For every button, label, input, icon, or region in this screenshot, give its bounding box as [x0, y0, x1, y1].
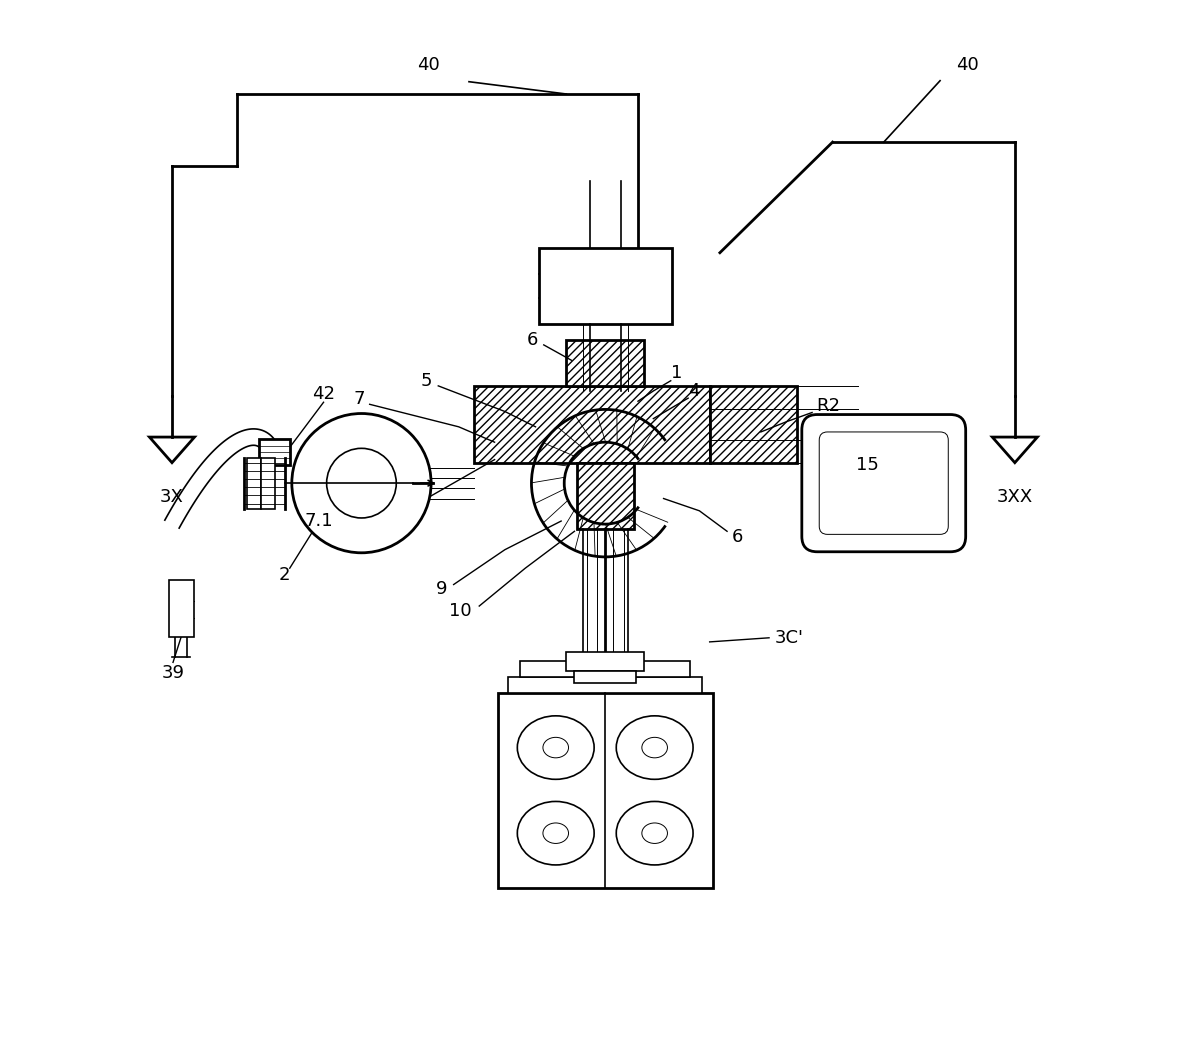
- Text: 40: 40: [417, 55, 439, 74]
- Text: 15: 15: [856, 456, 879, 473]
- Text: 2: 2: [279, 567, 290, 584]
- Bar: [521, 661, 690, 677]
- Bar: [566, 339, 644, 386]
- Bar: [577, 463, 634, 529]
- Ellipse shape: [517, 716, 595, 780]
- Bar: [247, 458, 261, 509]
- Text: 1: 1: [671, 363, 683, 382]
- Text: 3C': 3C': [775, 629, 804, 647]
- Ellipse shape: [616, 801, 693, 865]
- Text: 10: 10: [449, 602, 472, 620]
- Text: 5: 5: [420, 372, 432, 389]
- Text: 39: 39: [161, 663, 185, 682]
- Ellipse shape: [616, 716, 693, 780]
- Text: 7: 7: [353, 390, 365, 408]
- Text: 6: 6: [527, 331, 538, 349]
- Bar: [566, 339, 644, 386]
- Bar: [498, 693, 713, 887]
- Bar: [574, 671, 636, 683]
- Ellipse shape: [642, 737, 667, 758]
- Ellipse shape: [543, 823, 568, 844]
- Bar: [261, 458, 276, 509]
- Ellipse shape: [543, 737, 568, 758]
- Bar: [566, 652, 644, 671]
- FancyBboxPatch shape: [819, 432, 948, 535]
- Text: 6: 6: [732, 528, 743, 546]
- Ellipse shape: [517, 801, 595, 865]
- Bar: [709, 386, 796, 463]
- Text: 42: 42: [312, 385, 336, 403]
- Bar: [259, 439, 290, 465]
- Bar: [474, 386, 709, 463]
- Bar: [168, 580, 193, 636]
- Bar: [474, 386, 709, 463]
- Text: R2: R2: [817, 398, 841, 415]
- Text: 40: 40: [956, 55, 979, 74]
- Bar: [538, 248, 672, 325]
- Bar: [507, 677, 702, 693]
- Circle shape: [291, 413, 431, 553]
- Bar: [577, 463, 634, 529]
- Text: 3XX: 3XX: [997, 488, 1033, 507]
- Bar: [709, 386, 796, 463]
- Circle shape: [327, 448, 396, 518]
- Ellipse shape: [642, 823, 667, 844]
- Text: 7.1: 7.1: [304, 512, 333, 530]
- Text: 3X: 3X: [160, 488, 184, 507]
- Text: 4: 4: [689, 382, 700, 400]
- FancyBboxPatch shape: [802, 414, 966, 552]
- Text: 9: 9: [436, 579, 447, 598]
